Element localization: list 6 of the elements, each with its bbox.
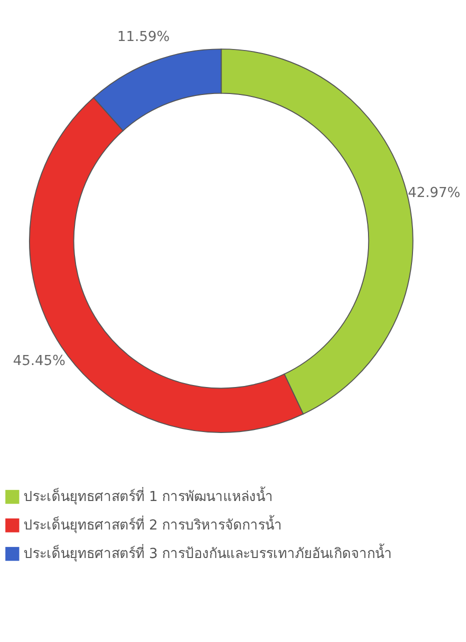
data-label: 42.97%	[408, 184, 460, 201]
legend-label: ประเด็นยุทธศาสตร์ที่ 1 การพัฒนาแหล่งน้ำ	[24, 486, 274, 505]
legend-label: ประเด็นยุทธศาสตร์ที่ 3 การป้องกันและบรรเทาภัยอันเกิดจากน้ำ	[24, 542, 392, 562]
legend-label: ประเด็นยุทธศาสตร์ที่ 2 การบริหารจัดการน้ำ	[24, 514, 282, 534]
data-label: 45.45%	[13, 353, 66, 370]
data-label: 11.59%	[117, 28, 170, 45]
